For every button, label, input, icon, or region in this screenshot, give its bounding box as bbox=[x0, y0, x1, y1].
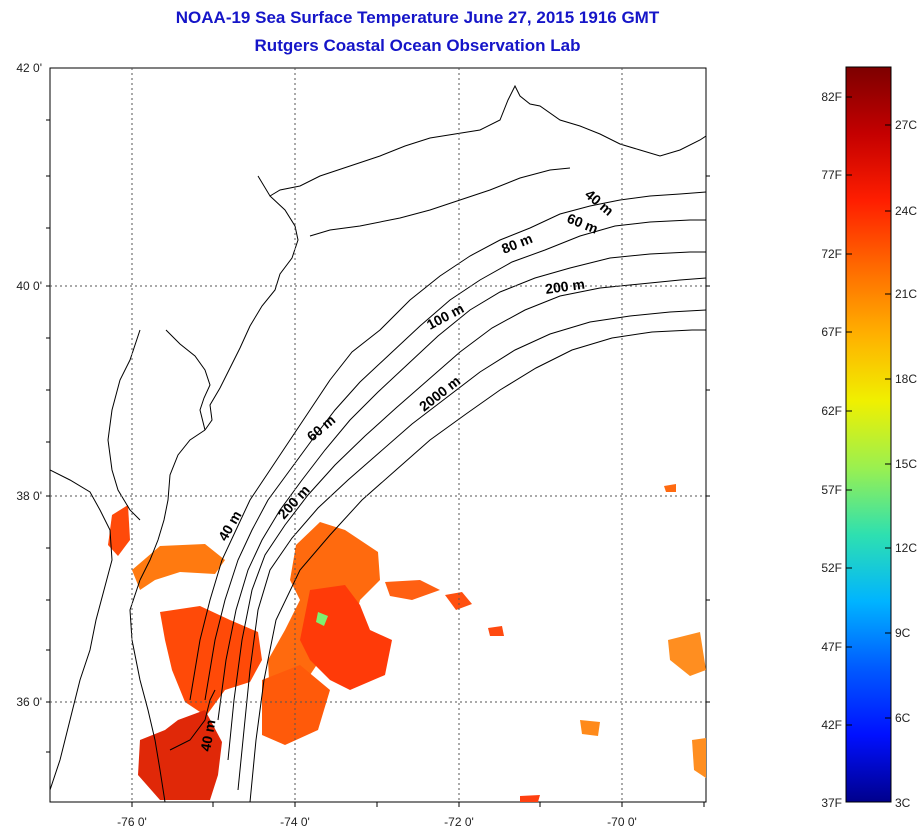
colorbar: 82F 77F 72F 67F 62F 57F 52F 47F 42F 37F … bbox=[821, 66, 917, 810]
map-frame bbox=[49, 67, 707, 803]
sst-patch bbox=[520, 795, 540, 802]
colorbar-f-labels: 82F 77F 72F 67F 62F 57F 52F 47F 42F 37F bbox=[821, 90, 842, 810]
colorbar-c-label: 18C bbox=[895, 372, 917, 386]
sst-patch bbox=[385, 580, 440, 600]
lat-label: 36 0' bbox=[16, 695, 42, 709]
sst-patches bbox=[108, 484, 706, 802]
coastline-chesapeake-west bbox=[107, 329, 141, 521]
sst-patch bbox=[138, 710, 222, 800]
grid-lines bbox=[50, 68, 706, 802]
isobath-line bbox=[237, 309, 706, 791]
map-title: NOAA-19 Sea Surface Temperature June 27,… bbox=[175, 8, 660, 27]
colorbar-c-label: 24C bbox=[895, 204, 917, 218]
isobath-label: 40 m bbox=[197, 718, 218, 752]
lat-labels: 42 0' 40 0' 38 0' 36 0' bbox=[16, 61, 42, 709]
lat-label: 38 0' bbox=[16, 489, 42, 503]
colorbar-c-label: 12C bbox=[895, 541, 917, 555]
isobath-line bbox=[204, 219, 706, 701]
coastline-longisland bbox=[309, 167, 571, 237]
colorbar-c-label: 6C bbox=[895, 711, 911, 725]
coastline-inland bbox=[50, 469, 113, 791]
coastline-virginia bbox=[129, 579, 166, 802]
colorbar-f-label: 77F bbox=[821, 168, 842, 182]
lon-label: -74 0' bbox=[280, 815, 310, 829]
colorbar-f-label: 82F bbox=[821, 90, 842, 104]
sst-patch bbox=[668, 632, 706, 676]
lon-labels: -76 0' -74 0' -72 0' -70 0' bbox=[117, 815, 637, 829]
lon-label: -76 0' bbox=[117, 815, 147, 829]
colorbar-c-label: 21C bbox=[895, 287, 917, 301]
isobath-label: 200 m bbox=[544, 276, 586, 297]
axis-ticks bbox=[46, 119, 710, 807]
sst-patch bbox=[316, 612, 328, 626]
isobaths bbox=[189, 191, 706, 802]
coastline-north bbox=[257, 84, 706, 197]
coastline-sounds bbox=[169, 689, 216, 751]
colorbar-f-label: 57F bbox=[821, 483, 842, 497]
colorbar-f-label: 42F bbox=[821, 718, 842, 732]
isobath-line bbox=[249, 329, 706, 802]
lon-label: -72 0' bbox=[444, 815, 474, 829]
colorbar-c-label: 3C bbox=[895, 796, 911, 810]
colorbar-gradient bbox=[845, 66, 892, 803]
isobath-line bbox=[217, 251, 706, 721]
isobath-line bbox=[189, 191, 706, 701]
sst-patch bbox=[300, 585, 392, 690]
colorbar-f-label: 37F bbox=[821, 796, 842, 810]
colorbar-f-label: 47F bbox=[821, 640, 842, 654]
sst-patch bbox=[692, 738, 706, 778]
colorbar-f-label: 52F bbox=[821, 561, 842, 575]
colorbar-f-label: 67F bbox=[821, 325, 842, 339]
coastline-delaware-bay bbox=[165, 329, 211, 431]
lat-label: 42 0' bbox=[16, 61, 42, 75]
sst-patch bbox=[262, 665, 330, 745]
colorbar-c-label: 15C bbox=[895, 457, 917, 471]
colorbar-f-label: 72F bbox=[821, 247, 842, 261]
sst-patch bbox=[445, 592, 472, 610]
sst-patch bbox=[580, 720, 600, 736]
coastline-nj bbox=[204, 195, 299, 431]
lon-label: -70 0' bbox=[607, 815, 637, 829]
colorbar-c-labels: 27C 24C 21C 18C 15C 12C 9C 6C 3C bbox=[895, 118, 917, 810]
coastline-delmarva bbox=[139, 429, 206, 581]
sst-patch bbox=[664, 484, 676, 492]
sst-patch bbox=[132, 544, 225, 590]
coastline bbox=[50, 84, 706, 802]
map-subtitle: Rutgers Coastal Ocean Observation Lab bbox=[254, 36, 581, 55]
sst-patch bbox=[488, 626, 504, 636]
lat-label: 40 0' bbox=[16, 279, 42, 293]
isobath-line bbox=[227, 277, 706, 761]
colorbar-f-label: 62F bbox=[821, 404, 842, 418]
colorbar-c-label: 9C bbox=[895, 626, 911, 640]
sst-patch bbox=[108, 505, 130, 556]
colorbar-c-label: 27C bbox=[895, 118, 917, 132]
